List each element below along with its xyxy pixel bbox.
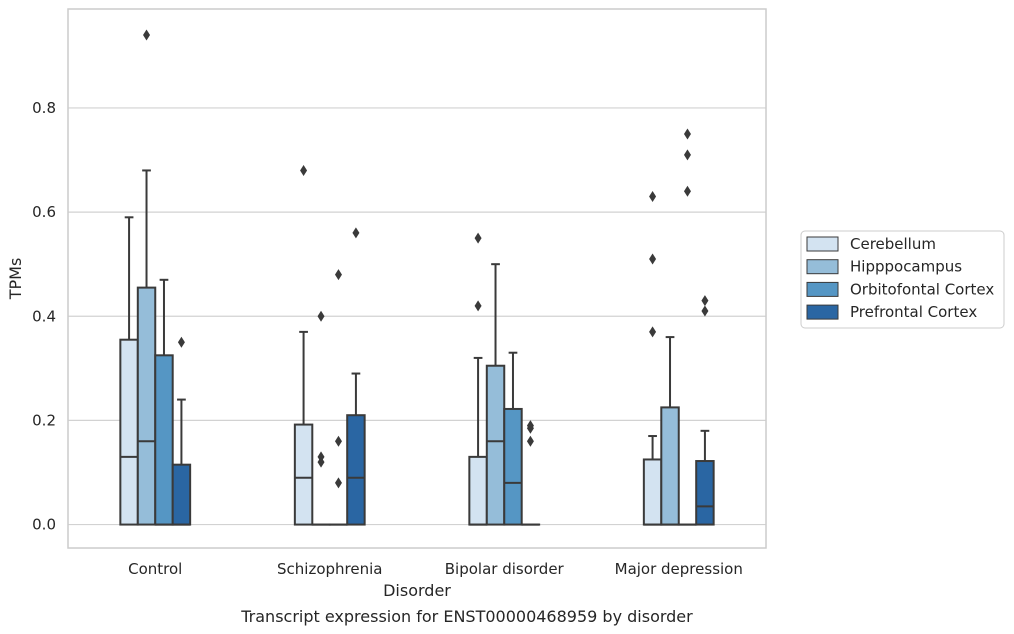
box-group (311, 310, 331, 526)
box (136, 286, 157, 526)
outlier-point (334, 269, 342, 281)
legend-swatch (806, 304, 839, 320)
legend-label: Hipppocampus (850, 258, 962, 276)
y-tick-label: 0.8 (32, 99, 56, 117)
outlier-point (649, 190, 657, 202)
outlier-point (526, 435, 534, 447)
y-axis-ticks: 0.0 0.2 0.4 0.6 0.8 (32, 99, 56, 534)
outlier-point (701, 305, 709, 317)
box-group (119, 216, 139, 526)
box (503, 407, 523, 526)
outlier-point (334, 435, 342, 447)
x-tick-label: Bipolar disorder (445, 560, 565, 578)
outlier-point (474, 300, 482, 312)
box (468, 455, 488, 526)
legend-label: Cerebellum (850, 235, 936, 253)
box (119, 338, 139, 526)
legend-frame (800, 230, 1005, 329)
legend-swatch (806, 236, 839, 252)
outlier-point (143, 29, 151, 41)
box-layer (119, 29, 715, 526)
y-axis-title: TPMs (6, 258, 25, 301)
outlier-point (683, 128, 691, 140)
figure-caption: Transcript expression for ENST0000046895… (240, 607, 693, 626)
box (154, 354, 174, 526)
legend-swatch (806, 259, 839, 275)
box (660, 406, 680, 526)
box-group (677, 128, 698, 526)
y-tick-label: 0.4 (32, 307, 56, 325)
outlier-point (177, 336, 185, 348)
outlier-point (649, 253, 657, 265)
plot-frame (67, 8, 767, 549)
box-group (660, 336, 680, 526)
outlier-point (526, 420, 534, 432)
outlier-point (352, 227, 360, 239)
box-group (468, 232, 488, 526)
legend-label: Orbitofontal Cortex (850, 280, 994, 298)
box-group (328, 269, 349, 526)
outlier-point (683, 149, 691, 161)
box-group (503, 351, 523, 526)
box-group (154, 278, 174, 526)
x-tick-label: Major depression (615, 560, 743, 578)
outlier-point (334, 477, 342, 489)
box-group (485, 263, 506, 526)
outlier-point (300, 164, 308, 176)
y-tick-label: 0.0 (32, 516, 56, 534)
x-tick-label: Schizophrenia (277, 560, 382, 578)
y-tick-label: 0.6 (32, 203, 56, 221)
box (346, 414, 366, 526)
x-tick-label: Control (128, 560, 182, 578)
outlier-point (317, 310, 325, 322)
box (171, 463, 192, 526)
outlier-point (317, 451, 325, 463)
box-group (695, 295, 715, 526)
outlier-point (701, 295, 709, 307)
legend-swatch (806, 281, 839, 297)
outlier-point (474, 232, 482, 244)
box (485, 364, 506, 526)
box-group (520, 420, 541, 526)
outlier-point (683, 185, 691, 197)
box-group (346, 227, 366, 526)
legend: Cerebellum Hipppocampus Orbitofontal Corte… (800, 230, 1005, 329)
legend-label: Prefrontal Cortex (850, 303, 977, 321)
x-axis-ticks: Control Schizophrenia Bipolar disorder Majo… (128, 560, 743, 578)
box-group (136, 29, 157, 526)
box (642, 458, 663, 526)
box-group (171, 336, 192, 526)
box (293, 423, 314, 526)
box-group (642, 190, 663, 526)
y-tick-label: 0.2 (32, 411, 56, 429)
x-axis-title: Disorder (383, 581, 451, 600)
box (695, 460, 715, 526)
box-group (293, 164, 314, 526)
outlier-point (649, 326, 657, 338)
